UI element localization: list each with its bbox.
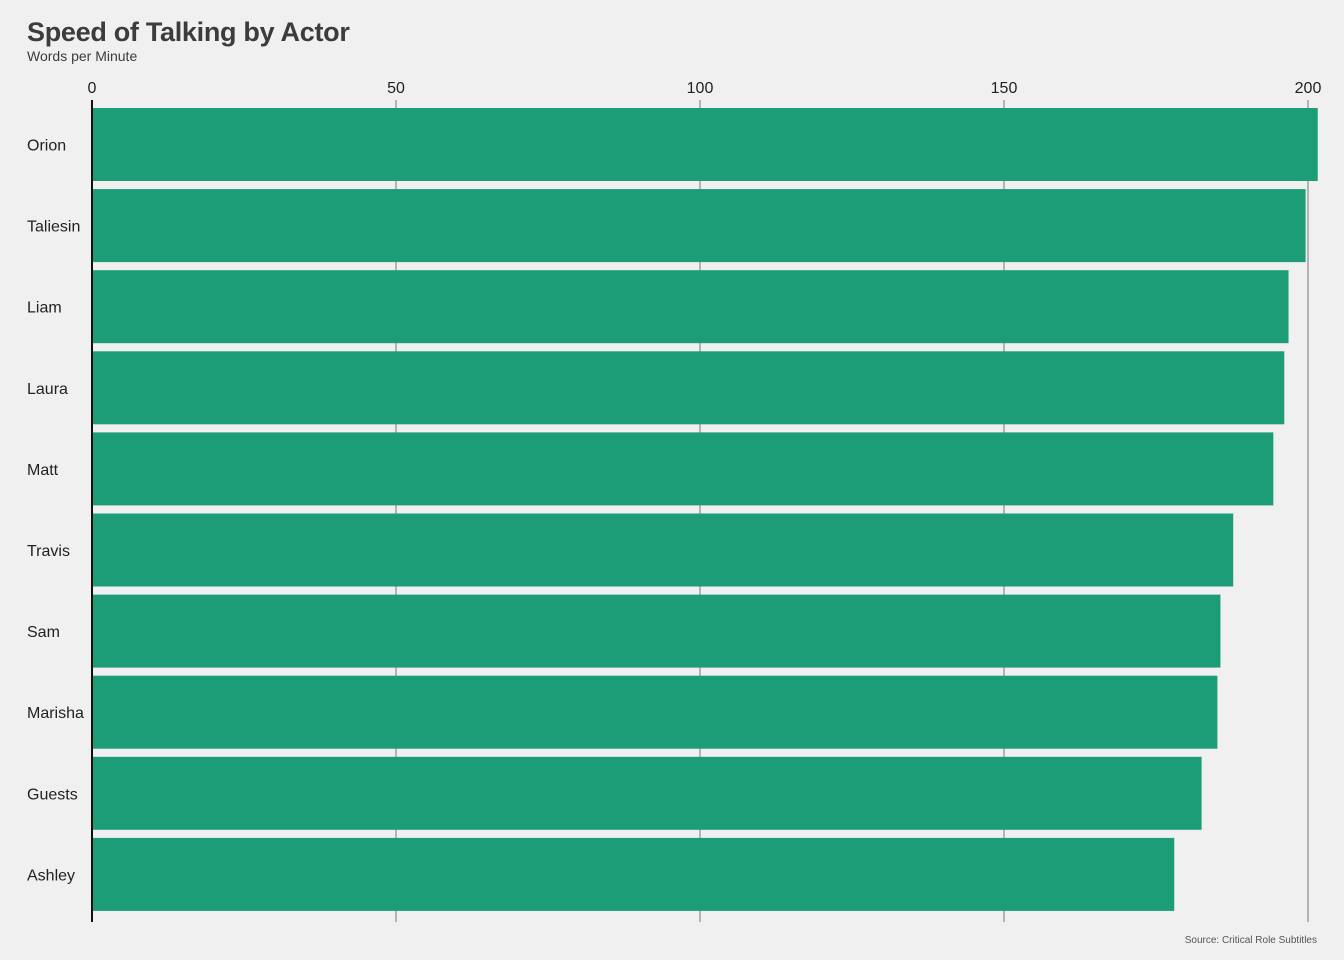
category-label-travis: Travis (27, 543, 70, 560)
bar-taliesin (92, 189, 1306, 263)
bar-guests (92, 756, 1202, 830)
bar-matt (92, 432, 1274, 506)
category-label-guests: Guests (27, 786, 78, 803)
category-label-taliesin: Taliesin (27, 219, 80, 236)
bar-laura (92, 351, 1285, 425)
chart-title: Speed of Talking by Actor (27, 17, 350, 47)
x-tick-label-50: 50 (387, 80, 405, 97)
category-label-marisha: Marisha (27, 705, 84, 722)
bar-marisha (92, 675, 1218, 749)
bar-travis (92, 513, 1234, 587)
category-label-orion: Orion (27, 138, 66, 155)
bars (92, 108, 1318, 911)
category-label-ashley: Ashley (27, 867, 75, 884)
x-tick-label-100: 100 (687, 80, 714, 97)
category-label-liam: Liam (27, 300, 62, 317)
x-tick-label-200: 200 (1295, 80, 1322, 97)
category-label-laura: Laura (27, 381, 68, 398)
category-label-matt: Matt (27, 462, 59, 479)
chart-subtitle: Words per Minute (27, 48, 138, 64)
x-tick-label-150: 150 (991, 80, 1018, 97)
bar-ashley (92, 837, 1175, 911)
x-tick-label-0: 0 (88, 80, 97, 97)
chart-source: Source: Critical Role Subtitles (1184, 935, 1317, 946)
category-labels: Orion Taliesin Liam Laura Matt Travis Sam Maris… (27, 138, 84, 885)
x-tick-labels: 0 50 100 150 200 (88, 80, 1322, 97)
bar-liam (92, 270, 1289, 344)
bar-orion (92, 108, 1318, 181)
category-label-sam: Sam (27, 624, 60, 641)
bar-sam (92, 594, 1221, 668)
